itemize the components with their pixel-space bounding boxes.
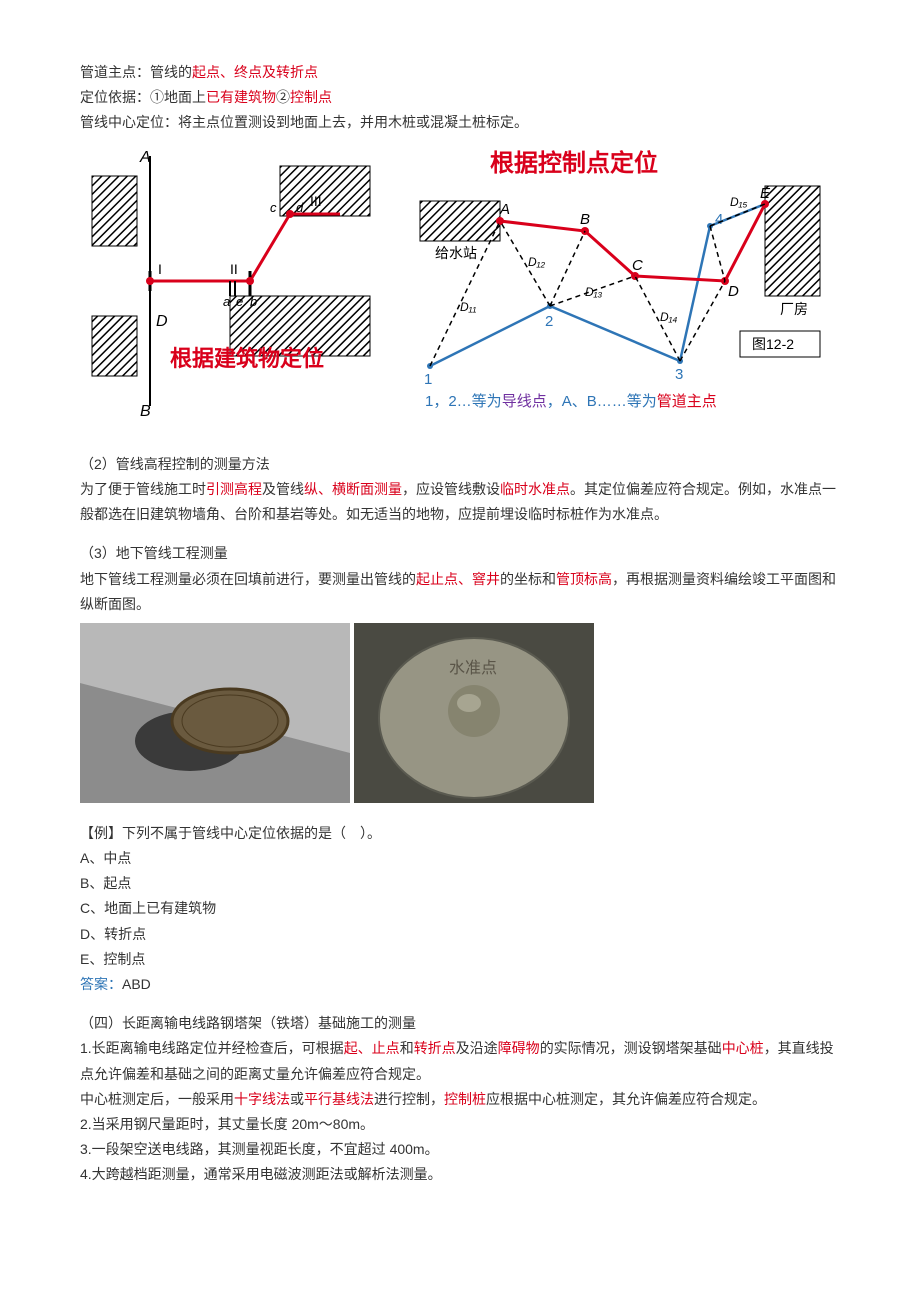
photo-benchmark: 水准点 <box>354 623 594 803</box>
t: 及沿途 <box>456 1040 498 1056</box>
text-red: 已有建筑物 <box>206 89 276 105</box>
example-stem: 【例】下列不属于管线中心定位依据的是（ ）。 <box>80 821 840 846</box>
opt-a: A、中点 <box>80 846 840 871</box>
legend-red: 管道主点 <box>657 393 717 410</box>
t: 及管线 <box>262 481 304 497</box>
legend-mid: ，A、B……等为 <box>547 392 657 410</box>
t: 和 <box>400 1040 414 1056</box>
sec4-heading: （四）长距离输电线路钢塔架（铁塔）基础施工的测量 <box>80 1011 840 1036</box>
label-e: e <box>236 294 243 309</box>
diagram-row: A B D I II III a b c d e 根据建筑物定位 根据控制点定位 <box>80 146 840 434</box>
sec4-l1: 1.长距离输电线路定位并经检查后，可根据起、止点和转折点及沿途障碍物的实际情况，… <box>80 1036 840 1086</box>
lD: D <box>728 283 739 300</box>
t-red: 控制桩 <box>444 1091 486 1107</box>
opt-e: E、控制点 <box>80 947 840 972</box>
text: ② <box>276 89 290 105</box>
text: 定位依据：①地面上 <box>80 89 206 105</box>
sec4-l5: 4.大跨越档距测量，通常采用电磁波测距法或解析法测量。 <box>80 1162 840 1187</box>
text-red: 控制点 <box>290 89 332 105</box>
num-1: 1 <box>424 371 432 388</box>
diagram-control: 根据控制点定位 给水站 厂房 1 2 3 4 A B C <box>400 146 830 434</box>
svg-text:水准点: 水准点 <box>449 659 497 677</box>
d13: D₁₃ <box>585 285 602 299</box>
legend-pre: 1，2…等为 <box>425 392 502 410</box>
sec2-body: 为了便于管线施工时引测高程及管线纵、横断面测量，应设管线敷设临时水准点。其定位偏… <box>80 477 840 527</box>
t: ，应设管线敷设 <box>402 481 500 497</box>
label-I: I <box>158 261 162 277</box>
label-a: a <box>223 294 230 309</box>
t: 的坐标和 <box>500 571 556 587</box>
lB: B <box>580 211 590 228</box>
num-4: 4 <box>715 211 723 228</box>
photo-row: 水准点 <box>80 623 840 803</box>
t: 应根据中心桩测定，其允许偏差应符合规定。 <box>486 1091 766 1107</box>
label-c: c <box>270 200 277 215</box>
ans-label: 答案： <box>80 976 122 992</box>
t: 的实际情况，测设钢塔架基础 <box>540 1040 722 1056</box>
t-red: 中心桩 <box>722 1040 764 1056</box>
d11: D₁₁ <box>460 300 476 314</box>
sec4-l3: 2.当采用钢尺量距时，其丈量长度 20m～80m。 <box>80 1112 840 1137</box>
t-red: 转折点 <box>414 1040 456 1056</box>
num-2: 2 <box>545 313 553 330</box>
sec3-body: 地下管线工程测量必须在回填前进行，要测量出管线的起止点、窨井的坐标和管顶标高，再… <box>80 567 840 617</box>
opt-b: B、起点 <box>80 871 840 896</box>
t: 或 <box>290 1091 304 1107</box>
example-answer: 答案：ABD <box>80 972 840 997</box>
intro-line-1: 管道主点：管线的起点、终点及转折点 <box>80 60 840 85</box>
t: 1.长距离输电线路定位并经检查后，可根据 <box>80 1040 344 1056</box>
t-red: 障碍物 <box>498 1040 540 1056</box>
label-II: II <box>230 261 238 277</box>
t-red: 十字线法 <box>234 1091 290 1107</box>
label-d: d <box>296 200 304 215</box>
diagram-building-svg: A B D I II III a b c d e 根据建筑物定位 <box>80 146 380 426</box>
t-red: 起止点、窨井 <box>416 571 500 587</box>
sec4-l4: 3.一段架空送电线路，其测量视距长度，不宜超过 400m。 <box>80 1137 840 1162</box>
label-left-place: 给水站 <box>435 245 477 261</box>
sec3-heading: （3）地下管线工程测量 <box>80 541 840 566</box>
d15: D₁₅ <box>730 195 747 209</box>
sec4-l2: 中心桩测定后，一般采用十字线法或平行基线法进行控制，控制桩应根据中心桩测定，其允… <box>80 1087 840 1112</box>
lE: E <box>760 185 771 202</box>
label-B: B <box>140 403 151 420</box>
t-red: 起、止点 <box>344 1040 400 1056</box>
intro-line-3: 管线中心定位：将主点位置测设到地面上去，并用木桩或混凝土桩标定。 <box>80 110 840 135</box>
d12: D₁₂ <box>528 255 545 269</box>
t-red: 纵、横断面测量 <box>304 481 402 497</box>
label-D: D <box>156 313 168 330</box>
intro-line-2: 定位依据：①地面上已有建筑物②控制点 <box>80 85 840 110</box>
num-3: 3 <box>675 366 683 383</box>
t-red: 平行基线法 <box>304 1091 374 1107</box>
diagram2-title: 根据控制点定位 <box>490 149 658 177</box>
lA: A <box>499 201 510 218</box>
diagram-building: A B D I II III a b c d e 根据建筑物定位 <box>80 146 380 434</box>
opt-d: D、转折点 <box>80 922 840 947</box>
lC: C <box>632 257 643 274</box>
photo-manhole <box>80 623 350 803</box>
diagram1-title: 根据建筑物定位 <box>170 346 324 371</box>
t: 中心桩测定后，一般采用 <box>80 1091 234 1107</box>
legend-purple: 导线点 <box>502 393 547 410</box>
fig-label: 图12-2 <box>752 336 794 352</box>
t-red: 管顶标高 <box>556 571 612 587</box>
sec2-heading: （2）管线高程控制的测量方法 <box>80 452 840 477</box>
text-red: 起点、终点及转折点 <box>192 64 318 80</box>
t: 为了便于管线施工时 <box>80 481 206 497</box>
label-III: III <box>310 193 322 209</box>
label-A: A <box>139 149 151 166</box>
label-right-place: 厂房 <box>780 301 808 317</box>
d14: D₁₄ <box>660 310 677 324</box>
t-red: 临时水准点 <box>500 481 570 497</box>
svg-text:1，2…等为导线点，A、B……等为管道主点: 1，2…等为导线点，A、B……等为管道主点 <box>425 392 717 410</box>
label-b: b <box>250 294 257 309</box>
diagram-control-svg: 根据控制点定位 给水站 厂房 1 2 3 4 A B C <box>400 146 830 426</box>
ans-value: ABD <box>122 976 151 992</box>
t-red: 引测高程 <box>206 481 262 497</box>
t: 地下管线工程测量必须在回填前进行，要测量出管线的 <box>80 571 416 587</box>
text: 管道主点：管线的 <box>80 64 192 80</box>
opt-c: C、地面上已有建筑物 <box>80 896 840 921</box>
t: 进行控制， <box>374 1091 444 1107</box>
